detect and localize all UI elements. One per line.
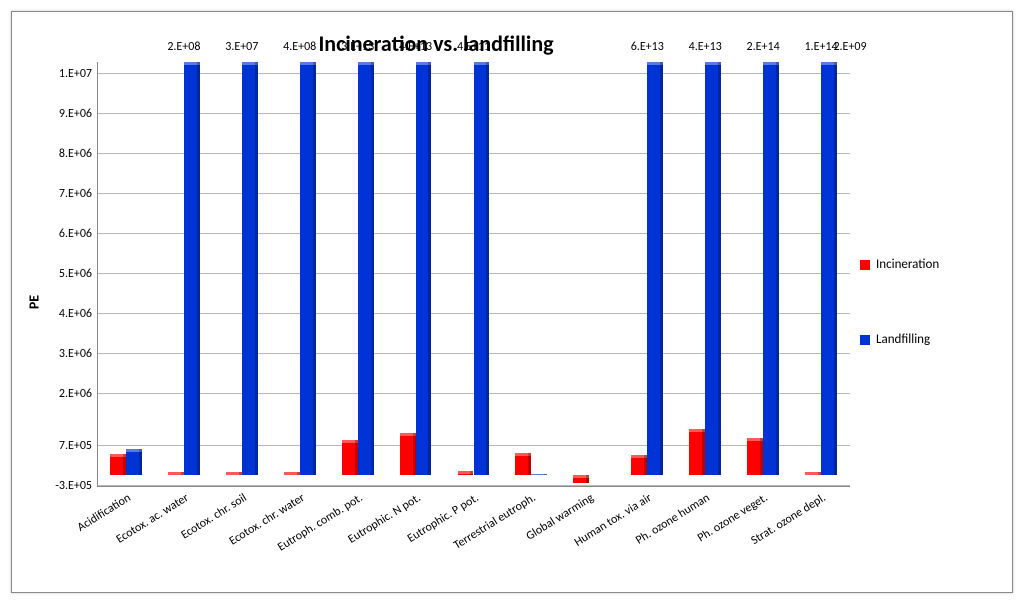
bar bbox=[689, 429, 705, 475]
bar bbox=[226, 472, 242, 475]
bar bbox=[647, 62, 663, 475]
bar bbox=[805, 472, 821, 475]
legend: Incineration Landfilling bbox=[860, 12, 1012, 592]
bar bbox=[416, 62, 432, 475]
y-tick-label: 8.E+06 bbox=[59, 147, 98, 161]
bar bbox=[573, 475, 589, 483]
legend-swatch-icon bbox=[860, 260, 870, 270]
data-annotation: 3.E+07 bbox=[225, 40, 258, 54]
y-tick-label: 9.E+06 bbox=[59, 107, 98, 121]
data-annotation: 3.E+13 bbox=[341, 40, 374, 54]
bar bbox=[705, 62, 721, 475]
bar bbox=[474, 62, 490, 475]
bar bbox=[515, 453, 531, 475]
bar bbox=[631, 455, 647, 475]
chart-container: Incineration vs. landfilling PE -3.E+057… bbox=[12, 12, 860, 592]
data-annotation: 4.E+08 bbox=[283, 40, 316, 54]
bar bbox=[358, 62, 374, 475]
y-tick-label: 4.E+06 bbox=[59, 307, 98, 321]
bar bbox=[763, 62, 779, 475]
chart-frame: Incineration vs. landfilling PE -3.E+057… bbox=[11, 11, 1013, 593]
y-tick-label: 6.E+06 bbox=[59, 227, 98, 241]
y-tick-label: 2.E+06 bbox=[59, 387, 98, 401]
bar bbox=[821, 62, 837, 475]
y-tick-label: 7.E+06 bbox=[59, 187, 98, 201]
bar bbox=[747, 438, 763, 475]
bar bbox=[400, 433, 416, 475]
chart-title: Incineration vs. landfilling bbox=[22, 30, 850, 57]
y-tick-label: 7.E+05 bbox=[59, 439, 98, 453]
data-annotation: 4.E+11 bbox=[457, 40, 490, 54]
legend-label: Incineration bbox=[876, 257, 939, 272]
bar bbox=[126, 449, 142, 475]
bar bbox=[242, 62, 258, 475]
data-annotation: 2.E+09 bbox=[833, 40, 866, 54]
bar bbox=[458, 471, 474, 475]
bar bbox=[300, 62, 316, 475]
y-axis-label: PE bbox=[26, 295, 43, 309]
bar bbox=[168, 472, 184, 475]
data-annotation: 4.E+13 bbox=[399, 40, 432, 54]
y-tick-label: 5.E+06 bbox=[59, 267, 98, 281]
legend-swatch-icon bbox=[860, 335, 870, 345]
bar bbox=[531, 474, 547, 475]
legend-label: Landfilling bbox=[876, 332, 930, 347]
y-tick-label: -3.E+05 bbox=[55, 479, 98, 493]
plot-area: -3.E+057.E+052.E+063.E+064.E+065.E+066.E… bbox=[97, 62, 850, 487]
y-tick-label: 1.E+07 bbox=[59, 67, 98, 81]
legend-item-incineration: Incineration bbox=[860, 257, 1000, 272]
bar bbox=[184, 62, 200, 475]
data-annotation: 2.E+14 bbox=[747, 40, 780, 54]
legend-item-landfilling: Landfilling bbox=[860, 332, 1000, 347]
x-axis: AcidificationEcotox. ac. waterEcotox. ch… bbox=[97, 487, 850, 592]
bar bbox=[284, 472, 300, 475]
data-annotation: 4.E+13 bbox=[689, 40, 722, 54]
data-annotation: 6.E+13 bbox=[631, 40, 664, 54]
bar bbox=[110, 454, 126, 475]
data-annotation: 2.E+08 bbox=[167, 40, 200, 54]
bar bbox=[342, 440, 358, 475]
y-tick-label: 3.E+06 bbox=[59, 347, 98, 361]
